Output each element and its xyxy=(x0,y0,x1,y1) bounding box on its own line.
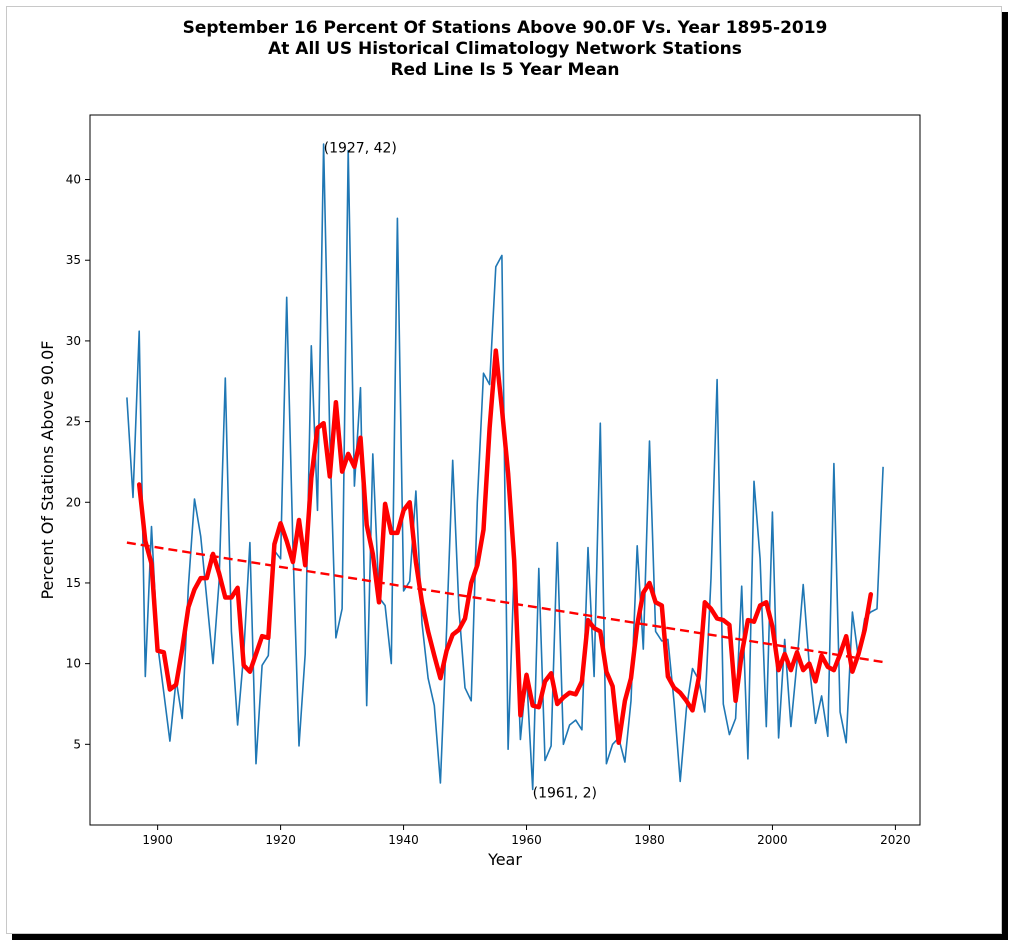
annotation-label: (1927, 42) xyxy=(324,140,397,156)
y-tick-label: 35 xyxy=(66,253,81,267)
x-tick-label: 1940 xyxy=(388,833,419,847)
y-tick-label: 10 xyxy=(66,657,81,671)
trend-line xyxy=(126,541,884,664)
y-axis-label: Percent Of Stations Above 90.0F xyxy=(38,340,57,599)
annual-series-layer xyxy=(126,143,884,791)
axes-frame xyxy=(89,114,921,826)
title-line-3: Red Line Is 5 Year Mean xyxy=(390,60,620,80)
x-tick-label: 1920 xyxy=(265,833,296,847)
x-tick-label: 1980 xyxy=(634,833,665,847)
x-axis-ticks: 1900 1920 1940 1960 1980 2000 2020 xyxy=(142,825,911,847)
title-line-2: At All US Historical Climatology Network… xyxy=(268,39,742,59)
title-line-1: September 16 Percent Of Stations Above 9… xyxy=(182,18,828,38)
x-tick-label: 2020 xyxy=(880,833,911,847)
x-tick-label: 1960 xyxy=(511,833,542,847)
five-year-mean-line xyxy=(136,348,874,745)
y-tick-label: 40 xyxy=(66,173,81,187)
y-tick-label: 5 xyxy=(73,737,81,751)
y-tick-label: 25 xyxy=(66,415,81,429)
annotation-label: (1961, 2) xyxy=(533,786,597,802)
y-tick-label: 20 xyxy=(66,495,81,509)
chart-title: September 16 Percent Of Stations Above 9… xyxy=(0,18,1010,81)
y-tick-label: 30 xyxy=(66,334,81,348)
x-tick-label: 1900 xyxy=(142,833,173,847)
annual-series-line xyxy=(126,143,884,791)
mean-series-layer xyxy=(136,348,874,745)
trend-series-layer xyxy=(126,541,884,664)
x-axis-label: Year xyxy=(487,850,522,869)
y-axis-ticks: 5 10 15 20 25 30 35 40 xyxy=(66,173,90,751)
x-tick-label: 2000 xyxy=(757,833,788,847)
annotations: (1927, 42) (1961, 2) xyxy=(324,140,597,801)
y-tick-label: 15 xyxy=(66,576,81,590)
